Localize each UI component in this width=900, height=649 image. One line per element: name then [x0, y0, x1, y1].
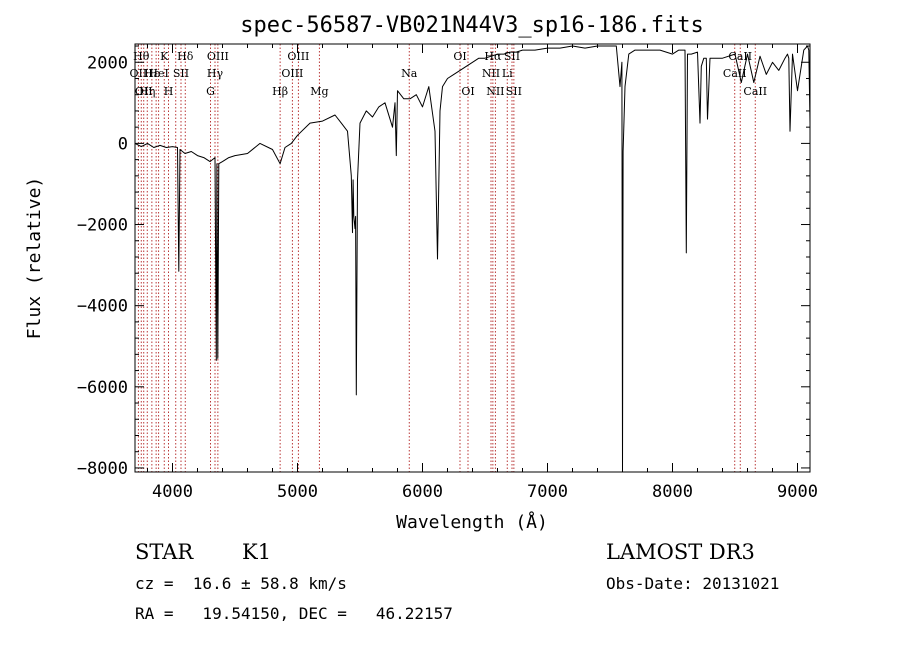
line-labels: OIIHθOIIHηHεHeIKHSIIHδGHγOIIIHβOIIIOIIIM… — [130, 50, 768, 98]
line-marker-label: Hη — [139, 85, 155, 98]
y-tick-label: 2000 — [87, 53, 128, 73]
observation-date: Obs-Date: 20131021 — [606, 574, 780, 593]
x-tick-label: 7000 — [527, 482, 568, 502]
line-marker-label: SII — [173, 67, 189, 80]
line-marker-label: Hδ — [177, 50, 194, 63]
line-marker-label: Li — [502, 67, 513, 80]
x-tick-label: 4000 — [152, 482, 193, 502]
line-marker-label: OIII — [287, 50, 309, 63]
plot-frame — [134, 43, 811, 473]
object-class: STAR — [135, 540, 194, 564]
line-marker-label: OIII — [281, 67, 303, 80]
x-tick-label: 9000 — [777, 482, 818, 502]
y-tick-label: −2000 — [77, 216, 128, 236]
line-marker-label: NII — [482, 67, 500, 80]
line-marker-label: OIII — [207, 50, 229, 63]
line-marker-label: G — [206, 85, 215, 98]
y-axis-label: Flux (relative) — [24, 177, 45, 340]
x-tick-label: 6000 — [402, 482, 443, 502]
axis-ticks: 4000 5000 6000 7000 8000 9000 −8000 −6000 −4000 −… — [77, 44, 818, 502]
y-tick-label: 0 — [118, 134, 128, 154]
line-marker-label: OII — [130, 67, 148, 80]
line-marker-label: Hθ — [133, 50, 150, 63]
y-tick-label: −4000 — [77, 297, 128, 317]
sky-coordinates: RA = 19.54150, DEC = 46.22157 — [135, 604, 453, 623]
x-tick-label: 5000 — [277, 482, 318, 502]
line-marker-label: HeI — [148, 67, 168, 80]
line-marker-label: K — [160, 50, 169, 63]
line-marker-label: Hγ — [207, 67, 224, 80]
line-marker-label: Hα — [484, 50, 502, 63]
line-marker-label: CaII — [743, 85, 767, 98]
line-markers — [137, 44, 756, 472]
redshift-velocity: cz = 16.6 ± 58.8 km/s — [135, 574, 347, 593]
line-marker-label: Na — [401, 67, 418, 80]
y-tick-label: −6000 — [77, 378, 128, 398]
line-marker-label: OI — [461, 85, 474, 98]
survey-name: LAMOST DR3 — [606, 540, 755, 564]
line-marker-label: SII — [506, 85, 522, 98]
line-marker-label: Hβ — [272, 85, 288, 98]
x-axis-label: Wavelength (Å) — [396, 511, 548, 533]
line-marker-label: CaII — [723, 67, 747, 80]
line-marker-label: OII — [135, 85, 153, 98]
object-subclass: K1 — [242, 540, 272, 564]
line-marker-label: H — [164, 85, 174, 98]
chart-title: spec-56587-VB021N44V3_sp16-186.fits — [240, 13, 704, 38]
line-marker-label: Hε — [144, 67, 160, 80]
y-tick-label: −8000 — [77, 459, 128, 479]
x-tick-label: 8000 — [652, 482, 693, 502]
spectrum-line — [134, 45, 811, 473]
line-marker-label: OI — [453, 50, 466, 63]
line-marker-label: NII — [486, 85, 504, 98]
line-marker-label: Mg — [310, 85, 328, 98]
spectrum-plot — [134, 45, 811, 473]
